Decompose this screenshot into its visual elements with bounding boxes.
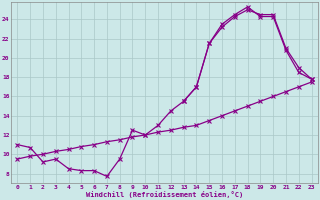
X-axis label: Windchill (Refroidissement éolien,°C): Windchill (Refroidissement éolien,°C): [86, 191, 243, 198]
